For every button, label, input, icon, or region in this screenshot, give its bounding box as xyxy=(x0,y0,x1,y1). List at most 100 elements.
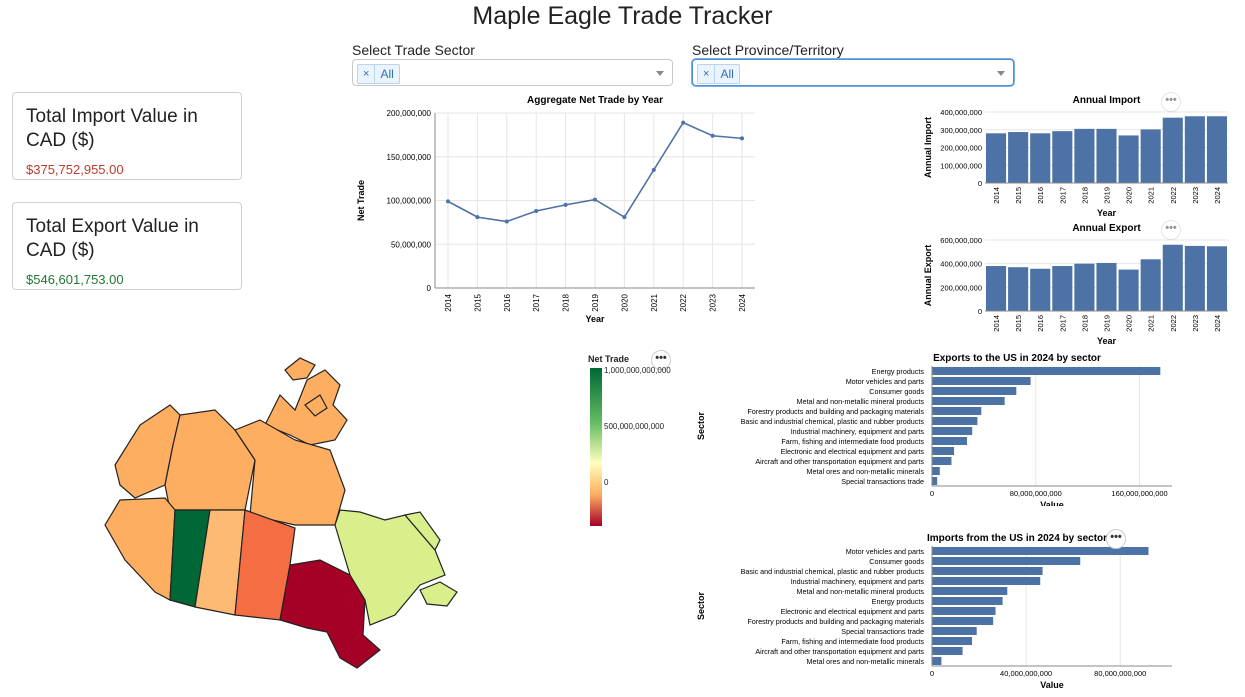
sector-bar xyxy=(932,577,1041,585)
bar xyxy=(1008,132,1029,183)
bar xyxy=(1074,128,1095,183)
x-axis-title: Year xyxy=(1097,336,1117,346)
total-import-card: Total Import Value in CAD ($) $375,752,9… xyxy=(12,92,242,180)
sector-bar xyxy=(932,447,955,455)
legend-title: Net Trade xyxy=(588,354,630,364)
sector-label: Farm, fishing and intermediate food prod… xyxy=(781,437,924,446)
sector-label: Energy products xyxy=(872,367,925,376)
chevron-down-icon[interactable] xyxy=(656,71,664,76)
sector-bar xyxy=(932,567,1043,575)
sector-label: Special transactions trade xyxy=(841,627,924,636)
sector-bar xyxy=(932,557,1081,565)
arctic-island-east xyxy=(284,357,316,381)
bar xyxy=(1118,269,1139,311)
sector-bar xyxy=(932,637,972,645)
net-trade-point xyxy=(651,167,656,172)
net-trade-line-chart: Aggregate Net Trade by Year 0 50,000,000 10… xyxy=(356,95,755,324)
bar xyxy=(1140,259,1161,311)
x-tick-label: 2017 xyxy=(1058,187,1067,204)
sector-bar xyxy=(932,467,940,475)
export-chart-menu-icon[interactable]: ••• xyxy=(1161,220,1181,240)
imports-sector-menu-icon[interactable]: ••• xyxy=(1106,529,1126,549)
x-tick-label: 2021 xyxy=(1147,315,1156,332)
remove-sector-icon[interactable]: × xyxy=(358,65,376,83)
sector-label: Energy products xyxy=(872,597,925,606)
y-axis-title: Sector xyxy=(696,591,706,620)
sector-label: Special transactions trade xyxy=(841,477,924,486)
x-tick-label: 2024 xyxy=(1213,187,1222,204)
sector-bar xyxy=(932,607,996,615)
sector-label: Electronic and electrical equipment and … xyxy=(781,447,925,456)
region-british-columbia xyxy=(104,497,176,601)
x-tick-label: 160,000,000,000 xyxy=(1111,489,1167,498)
x-tick-label: 2019 xyxy=(1103,315,1112,332)
sector-label: Metal ores and non-metallic minerals xyxy=(807,467,925,476)
x-tick-label: 0 xyxy=(930,489,934,498)
y-axis-title: Annual Import xyxy=(923,117,933,178)
y-tick-label: 200,000,000 xyxy=(387,109,432,118)
y-axis-title: Net Trade xyxy=(356,180,366,221)
net-trade-point xyxy=(622,215,627,220)
x-tick-label: 2018 xyxy=(1080,187,1089,204)
bar xyxy=(1184,245,1205,311)
net-trade-point xyxy=(740,136,744,141)
sector-bar xyxy=(932,477,938,485)
sector-bar xyxy=(932,407,982,415)
legend-colorbar xyxy=(590,368,602,526)
sector-label: Basic and industrial chemical, plastic a… xyxy=(741,567,925,576)
x-tick-label: 2023 xyxy=(1191,315,1200,332)
sector-bar xyxy=(932,367,1161,375)
region-nunavut xyxy=(234,419,346,526)
y-tick-label: 200,000,000 xyxy=(940,144,982,153)
remove-province-icon[interactable]: × xyxy=(698,65,716,83)
annual-import-bar-chart: Annual Import 0 100,000,000 200,000,000 300,… xyxy=(923,95,1228,218)
bar xyxy=(1008,267,1029,311)
x-tick-label: 2022 xyxy=(1169,315,1178,332)
total-import-title: Total Import Value in CAD ($) xyxy=(26,106,198,151)
sector-bar xyxy=(932,657,942,665)
sector-label: Basic and industrial chemical, plastic a… xyxy=(741,417,925,426)
x-tick-label: 2024 xyxy=(1213,315,1222,332)
map-menu-icon[interactable]: ••• xyxy=(651,350,671,370)
sector-filter-label: Select Trade Sector xyxy=(352,42,475,58)
sector-label: Motor vehicles and parts xyxy=(846,547,925,556)
x-tick-label: 2018 xyxy=(1080,315,1089,332)
province-select[interactable]: × All xyxy=(692,59,1014,86)
import-chart-menu-icon[interactable]: ••• xyxy=(1161,92,1181,112)
y-tick-label: 150,000,000 xyxy=(387,153,432,162)
x-tick-label: 2016 xyxy=(503,293,512,311)
x-tick-label: 2015 xyxy=(1014,315,1023,332)
sector-bar xyxy=(932,457,952,465)
sector-bar xyxy=(932,377,1031,385)
sector-label: Industrial machinery, equipment and part… xyxy=(791,427,925,436)
map-legend: Net Trade 1,000,000,000,000 500,000,000,… xyxy=(588,354,671,534)
hbar-chart-title: Exports to the US in 2024 by sector xyxy=(933,353,1101,364)
sector-label: Aircraft and other transportation equipm… xyxy=(755,647,924,656)
sector-bar xyxy=(932,417,978,425)
x-tick-label: 2024 xyxy=(738,293,747,311)
x-tick-label: 2018 xyxy=(562,293,571,311)
region-ontario xyxy=(279,559,381,669)
bar xyxy=(986,266,1007,311)
bar xyxy=(1162,244,1183,311)
x-tick-label: 2019 xyxy=(591,293,600,311)
region-newfoundland-labrador xyxy=(403,511,441,552)
x-tick-label: 2020 xyxy=(620,293,629,311)
y-tick-label: 100,000,000 xyxy=(387,197,432,206)
chevron-down-icon[interactable] xyxy=(997,71,1005,76)
sector-select[interactable]: × All xyxy=(352,59,673,86)
y-tick-label: 0 xyxy=(427,284,432,293)
x-tick-label: 2017 xyxy=(1058,315,1067,332)
x-tick-label: 2017 xyxy=(532,293,541,311)
bar xyxy=(1140,129,1161,183)
app-title: Maple Eagle Trade Tracker xyxy=(472,2,773,30)
region-northwest-territories xyxy=(164,409,256,511)
bar xyxy=(986,133,1007,183)
bar xyxy=(1184,116,1205,183)
province-filter-label: Select Province/Territory xyxy=(692,42,844,58)
y-tick-label: 300,000,000 xyxy=(940,126,982,135)
line-chart-title: Aggregate Net Trade by Year xyxy=(527,95,663,106)
bar xyxy=(1096,262,1117,311)
net-trade-point xyxy=(710,133,715,138)
sector-bar xyxy=(932,587,1008,595)
